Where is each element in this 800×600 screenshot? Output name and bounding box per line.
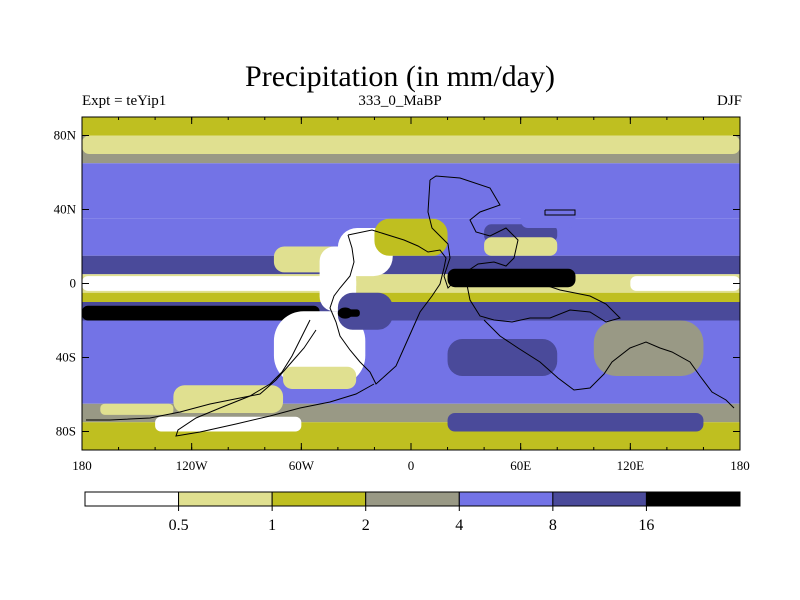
colorbar-label-2: 2 xyxy=(362,517,370,534)
colorbar-swatch-5 xyxy=(552,491,647,507)
colorbar-label-4: 8 xyxy=(549,517,557,534)
y-tick-label-0: 80N xyxy=(54,128,77,143)
precip-region-18 xyxy=(337,292,393,330)
colorbar-swatch-2 xyxy=(271,491,367,507)
y-tick-label-4: 80S xyxy=(56,424,76,439)
precip-max-0 xyxy=(337,307,353,319)
colorbar-swatch-3 xyxy=(365,491,460,507)
precip-region-16 xyxy=(593,320,704,376)
y-tick-label-2: 0 xyxy=(70,276,77,291)
colorbar-label-3: 4 xyxy=(455,517,463,534)
precip-band-6 xyxy=(82,292,740,302)
colorbar-label-1: 1 xyxy=(268,517,276,534)
x-tick-label-1: 120W xyxy=(176,458,209,473)
precip-field xyxy=(82,117,740,450)
time-label: 333_0_MaBP xyxy=(358,93,442,109)
x-tick-label-4: 60E xyxy=(510,458,531,473)
precip-region-23 xyxy=(100,403,174,415)
precip-region-3 xyxy=(82,276,357,291)
x-tick-label-6: 180 xyxy=(730,458,750,473)
precip-region-22 xyxy=(484,237,558,256)
x-tick-label-3: 0 xyxy=(408,458,415,473)
precip-region-17 xyxy=(447,413,704,432)
continent-outlines xyxy=(86,175,735,437)
colorbar-label-0: 0.5 xyxy=(169,517,189,534)
x-axis: 180 120W 60W 0 60E 120E 180 xyxy=(72,117,750,473)
colorbar-swatch-6 xyxy=(645,491,741,507)
precip-region-13 xyxy=(173,385,284,413)
precip-region-5 xyxy=(447,268,576,288)
precip-region-14 xyxy=(155,416,302,432)
chart-title: Precipitation (in mm/day) xyxy=(245,60,555,93)
precip-band-2 xyxy=(82,163,740,219)
precip-region-0 xyxy=(82,135,740,154)
precip-region-4 xyxy=(630,276,740,291)
y-tick-label-3: 40S xyxy=(56,350,76,365)
colorbar: 0.5 1 2 4 8 16 xyxy=(84,491,741,534)
precip-region-21 xyxy=(520,209,576,228)
precip-region-20 xyxy=(374,218,448,256)
precip-region-6 xyxy=(82,305,320,321)
colorbar-swatch-4 xyxy=(458,491,554,507)
season-label: DJF xyxy=(716,93,742,109)
precip-region-2 xyxy=(520,257,740,271)
x-tick-label-2: 60W xyxy=(289,458,315,473)
experiment-label: Expt = teYip1 xyxy=(82,93,167,109)
x-tick-label-0: 180 xyxy=(72,458,92,473)
precip-region-15 xyxy=(447,339,558,376)
colorbar-swatch-1 xyxy=(178,491,273,507)
colorbar-swatch-0 xyxy=(84,491,180,507)
colorbar-label-5: 16 xyxy=(638,517,654,534)
precip-region-12 xyxy=(283,366,357,389)
precip-band-0 xyxy=(82,117,740,136)
x-tick-label-5: 120E xyxy=(617,458,645,473)
y-axis: 80N 40N 0 40S 80S xyxy=(54,128,740,439)
y-tick-label-1: 40N xyxy=(54,202,77,217)
